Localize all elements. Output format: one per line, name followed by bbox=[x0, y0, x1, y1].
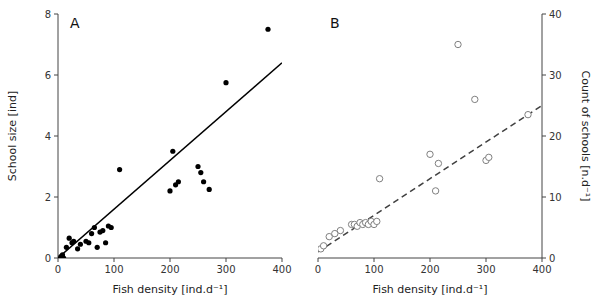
point bbox=[376, 176, 382, 182]
point bbox=[89, 231, 94, 236]
x-tick bbox=[114, 258, 115, 262]
x-axis-label: Fish density [ind.d⁻¹] bbox=[373, 283, 488, 296]
x-tick-label: 400 bbox=[272, 264, 291, 275]
point bbox=[117, 167, 122, 172]
point bbox=[455, 41, 461, 47]
y-tick bbox=[54, 258, 58, 259]
point bbox=[265, 27, 270, 32]
x-tick bbox=[170, 258, 171, 262]
panel: 0 100 200 300 400 Fish density [ind.d⁻¹] 0 2 4 6 8… bbox=[6, 9, 292, 297]
point bbox=[75, 246, 80, 251]
point bbox=[427, 151, 433, 157]
point bbox=[100, 228, 105, 233]
point bbox=[92, 225, 97, 230]
y-tick bbox=[54, 136, 58, 137]
point bbox=[109, 225, 114, 230]
x-tick bbox=[430, 258, 431, 262]
y-tick bbox=[542, 136, 546, 137]
point bbox=[78, 242, 83, 247]
y-tick bbox=[54, 197, 58, 198]
figure: 0100200300400Fish density [ind.d⁻¹]02468… bbox=[0, 0, 600, 307]
point bbox=[432, 188, 438, 194]
panel-label: A bbox=[70, 15, 80, 31]
x-tick bbox=[226, 258, 227, 262]
point bbox=[176, 179, 181, 184]
x-tick-label: 200 bbox=[160, 264, 179, 275]
x-tick bbox=[318, 258, 319, 262]
y-tick-label: 0 bbox=[549, 253, 555, 264]
point bbox=[95, 245, 100, 250]
x-tick bbox=[542, 258, 543, 262]
x-tick-label: 300 bbox=[216, 264, 235, 275]
x-tick-label: 300 bbox=[476, 264, 495, 275]
point bbox=[337, 227, 343, 233]
point bbox=[320, 243, 326, 249]
y-tick bbox=[542, 197, 546, 198]
point bbox=[525, 111, 531, 117]
plot-area bbox=[318, 41, 542, 252]
trend-line bbox=[318, 106, 542, 252]
point bbox=[67, 236, 72, 241]
y-tick bbox=[54, 75, 58, 76]
y-tick-label: 30 bbox=[549, 70, 562, 81]
point bbox=[374, 218, 380, 224]
panel-label: B bbox=[330, 15, 340, 31]
y-tick-label: 20 bbox=[549, 131, 562, 142]
point bbox=[198, 170, 203, 175]
x-tick-label: 400 bbox=[532, 264, 551, 275]
y-tick-label: 10 bbox=[549, 192, 562, 203]
x-axis-label: Fish density [ind.d⁻¹] bbox=[113, 283, 228, 296]
point bbox=[472, 96, 478, 102]
panel: 0 100 200 300 400 Fish density [ind.d⁻¹] 0 10 20… bbox=[315, 9, 592, 297]
x-tick bbox=[58, 258, 59, 262]
y-tick-label: 6 bbox=[45, 70, 51, 81]
background bbox=[0, 0, 600, 307]
x-tick-label: 100 bbox=[364, 264, 383, 275]
point bbox=[201, 179, 206, 184]
point bbox=[435, 160, 441, 166]
x-tick-label: 200 bbox=[420, 264, 439, 275]
plot-area bbox=[58, 27, 282, 258]
trend-line bbox=[58, 63, 282, 258]
point bbox=[207, 187, 212, 192]
y-tick bbox=[542, 258, 546, 259]
x-tick bbox=[282, 258, 283, 262]
x-tick-label: 0 bbox=[55, 264, 61, 275]
y-tick-label: 8 bbox=[45, 9, 51, 20]
point bbox=[486, 154, 492, 160]
point bbox=[61, 255, 66, 258]
x-tick-label: 0 bbox=[315, 264, 321, 275]
y-tick bbox=[542, 75, 546, 76]
point bbox=[167, 188, 172, 193]
x-tick bbox=[486, 258, 487, 262]
point bbox=[223, 80, 228, 85]
point bbox=[195, 164, 200, 169]
y-tick bbox=[542, 14, 546, 15]
point bbox=[71, 239, 76, 244]
point bbox=[64, 245, 69, 250]
y-tick-label: 40 bbox=[549, 9, 562, 20]
y-tick-label: 0 bbox=[45, 253, 51, 264]
y-tick-label: 4 bbox=[45, 131, 51, 142]
y-tick bbox=[54, 14, 58, 15]
y-tick-label: 2 bbox=[45, 192, 51, 203]
point bbox=[103, 240, 108, 245]
y-axis-label: School size [ind] bbox=[6, 91, 19, 181]
x-tick bbox=[374, 258, 375, 262]
point bbox=[86, 240, 91, 245]
point bbox=[170, 149, 175, 154]
y-axis-label: Count of schools [n.d⁻¹] bbox=[579, 70, 592, 201]
x-tick-label: 100 bbox=[104, 264, 123, 275]
